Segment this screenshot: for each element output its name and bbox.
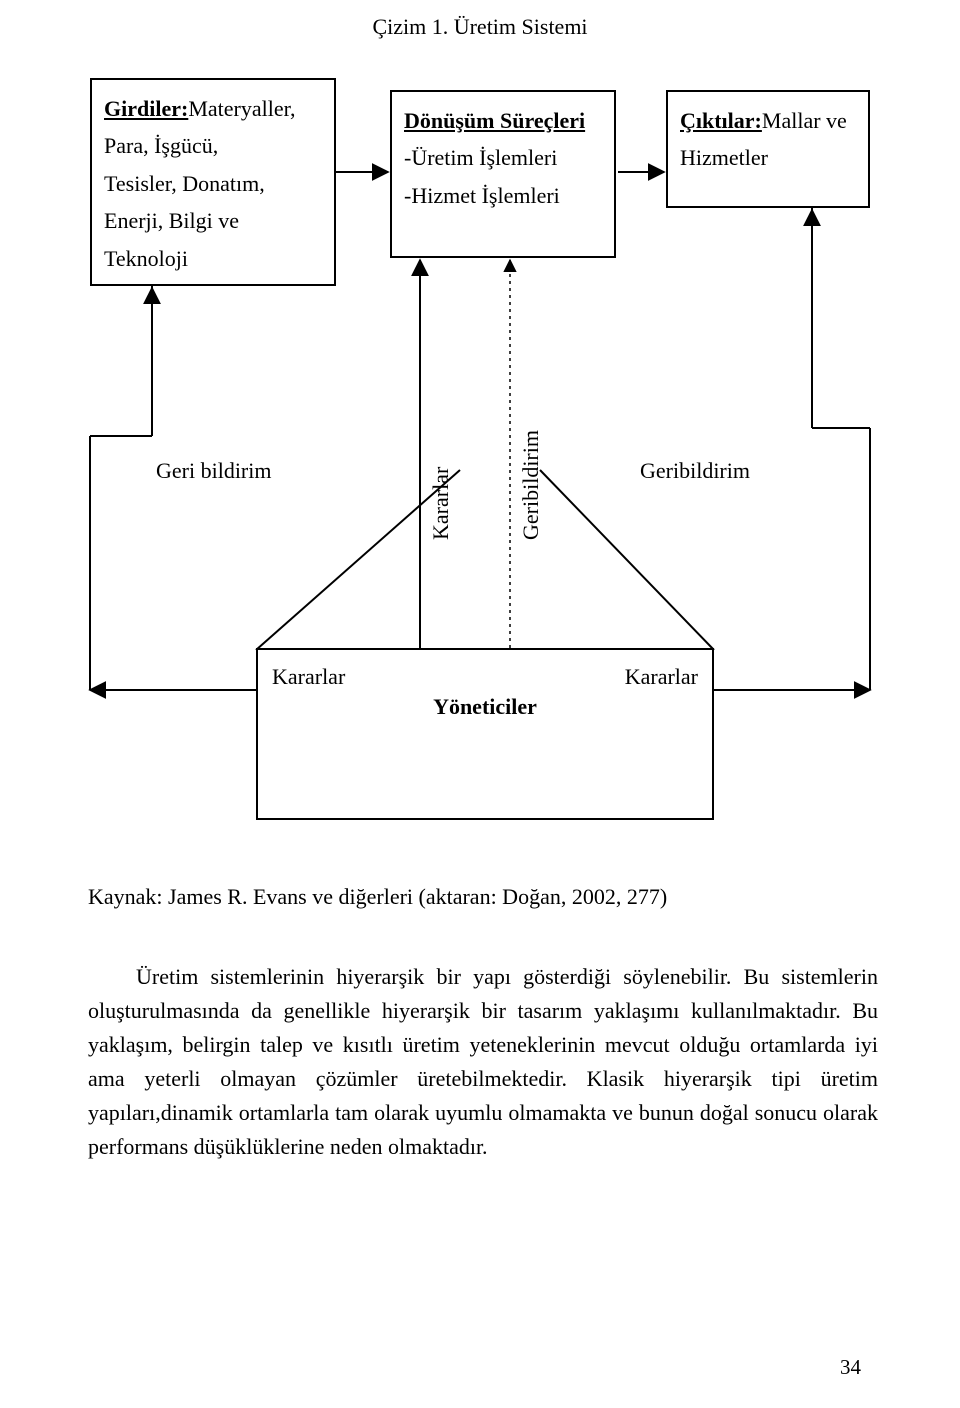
- source-citation: Kaynak: James R. Evans ve diğerleri (akt…: [88, 880, 667, 914]
- managers-decisions-right: Kararlar: [625, 664, 698, 690]
- vertical-label-geribildirim: Geribildirim: [518, 430, 544, 540]
- box-inputs: Girdiler:Materyaller,Para, İşgücü,Tesisl…: [90, 78, 336, 286]
- managers-title: Yöneticiler: [258, 694, 712, 720]
- managers-decisions-left: Kararlar: [272, 664, 345, 690]
- feedback-label-right: Geribildirim: [640, 458, 750, 484]
- body-paragraph: Üretim sistemlerinin hiyerarşik bir yapı…: [88, 960, 878, 1165]
- box-process: Dönüşüm Süreçleri-Üretim İşlemleri-Hizme…: [390, 90, 616, 258]
- box-outputs: Çıktılar:Mallar veHizmetler: [666, 90, 870, 208]
- page-number: 34: [840, 1355, 861, 1380]
- feedback-label-left: Geri bildirim: [156, 458, 271, 484]
- body-paragraph-text: Üretim sistemlerinin hiyerarşik bir yapı…: [88, 960, 878, 1165]
- box-managers: Kararlar Kararlar Yöneticiler: [256, 648, 714, 820]
- vertical-label-kararlar: Kararlar: [428, 467, 454, 540]
- diagram-title: Çizim 1. Üretim Sistemi: [0, 14, 960, 40]
- page-canvas: Çizim 1. Üretim Sistemi Girdiler:Materya…: [0, 0, 960, 1408]
